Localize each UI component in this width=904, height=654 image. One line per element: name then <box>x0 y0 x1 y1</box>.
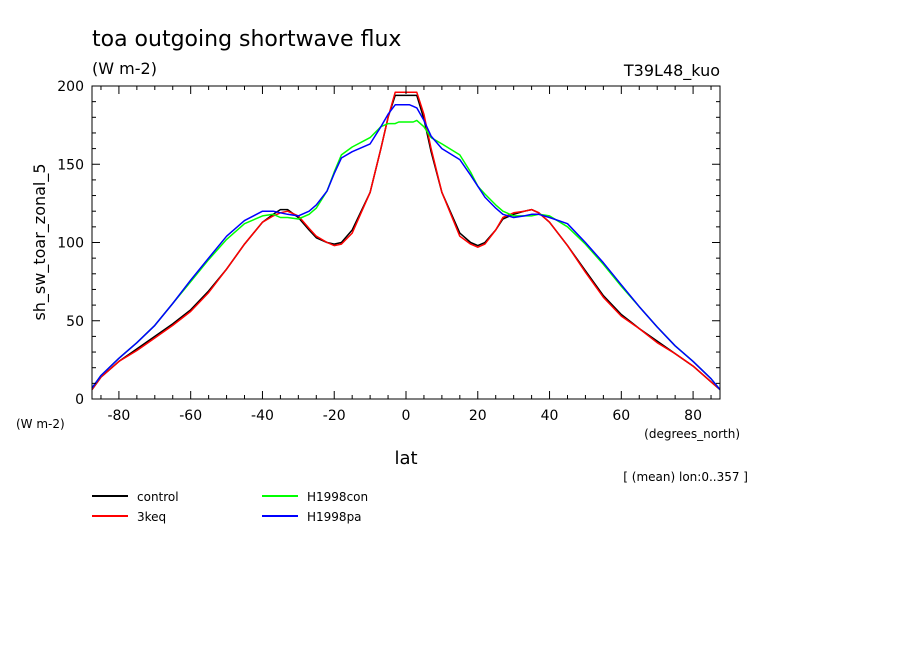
y-tick-label: 150 <box>57 157 84 173</box>
y-axis-label: sh_sw_toar_zonal_5 <box>30 163 50 320</box>
x-tick-label: -80 <box>107 408 130 424</box>
chart-title: toa outgoing shortwave flux <box>92 27 401 52</box>
x-tick-label: 60 <box>612 408 630 424</box>
y-tick-label: 50 <box>66 314 84 330</box>
chart-units: (W m-2) <box>92 59 157 78</box>
series-line-h1998con <box>91 119 721 391</box>
series-line-control <box>91 94 721 391</box>
x-tick-label: -40 <box>251 408 274 424</box>
series-group <box>91 91 721 391</box>
x-tick-label: 40 <box>541 408 559 424</box>
x-tick-label: -60 <box>179 408 202 424</box>
legend: control 3keq H1998con H1998pa <box>92 490 368 524</box>
x-tick-label: -20 <box>323 408 346 424</box>
y-tick-label: 200 <box>57 79 84 95</box>
ticks-group: -80 -60 -40 -20 0 20 40 60 80 0 50 100 150 200 <box>57 79 720 424</box>
x-tick-label: 80 <box>684 408 702 424</box>
x-axis-label: lat <box>394 448 417 469</box>
plot-frame <box>91 85 721 400</box>
series-line-3keq <box>91 91 721 391</box>
legend-label-h1998pa: H1998pa <box>307 510 362 524</box>
series-line-h1998pa <box>91 104 721 391</box>
x-tick-label: 0 <box>402 408 411 424</box>
y-axis-units: (W m-2) <box>16 417 65 431</box>
legend-label-3keq: 3keq <box>137 510 166 524</box>
x-axis-units: (degrees_north) <box>644 427 740 441</box>
x-tick-label: 20 <box>469 408 487 424</box>
mean-note: [ (mean) lon:0..357 ] <box>623 470 748 484</box>
legend-label-h1998con: H1998con <box>307 490 368 504</box>
y-tick-label: 100 <box>57 236 84 252</box>
y-tick-label: 0 <box>75 392 84 408</box>
run-label: T39L48_kuo <box>623 61 720 81</box>
legend-label-control: control <box>137 490 179 504</box>
